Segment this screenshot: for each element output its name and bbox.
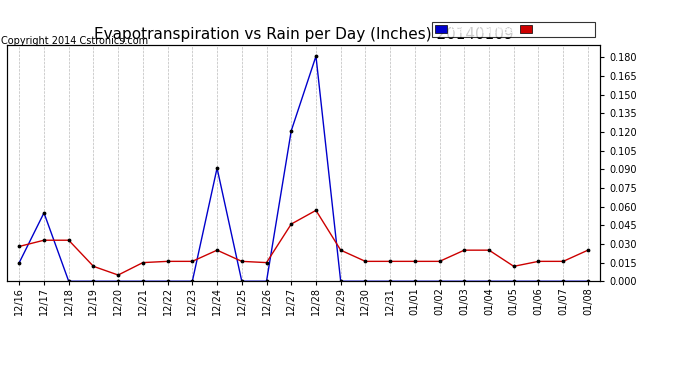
Title: Evapotranspiration vs Rain per Day (Inches) 20140109: Evapotranspiration vs Rain per Day (Inch… (94, 27, 513, 42)
Legend: Rain  (Inches), ET  (Inches): Rain (Inches), ET (Inches) (433, 21, 595, 38)
Text: Copyright 2014 Cstronics.com: Copyright 2014 Cstronics.com (1, 36, 148, 45)
